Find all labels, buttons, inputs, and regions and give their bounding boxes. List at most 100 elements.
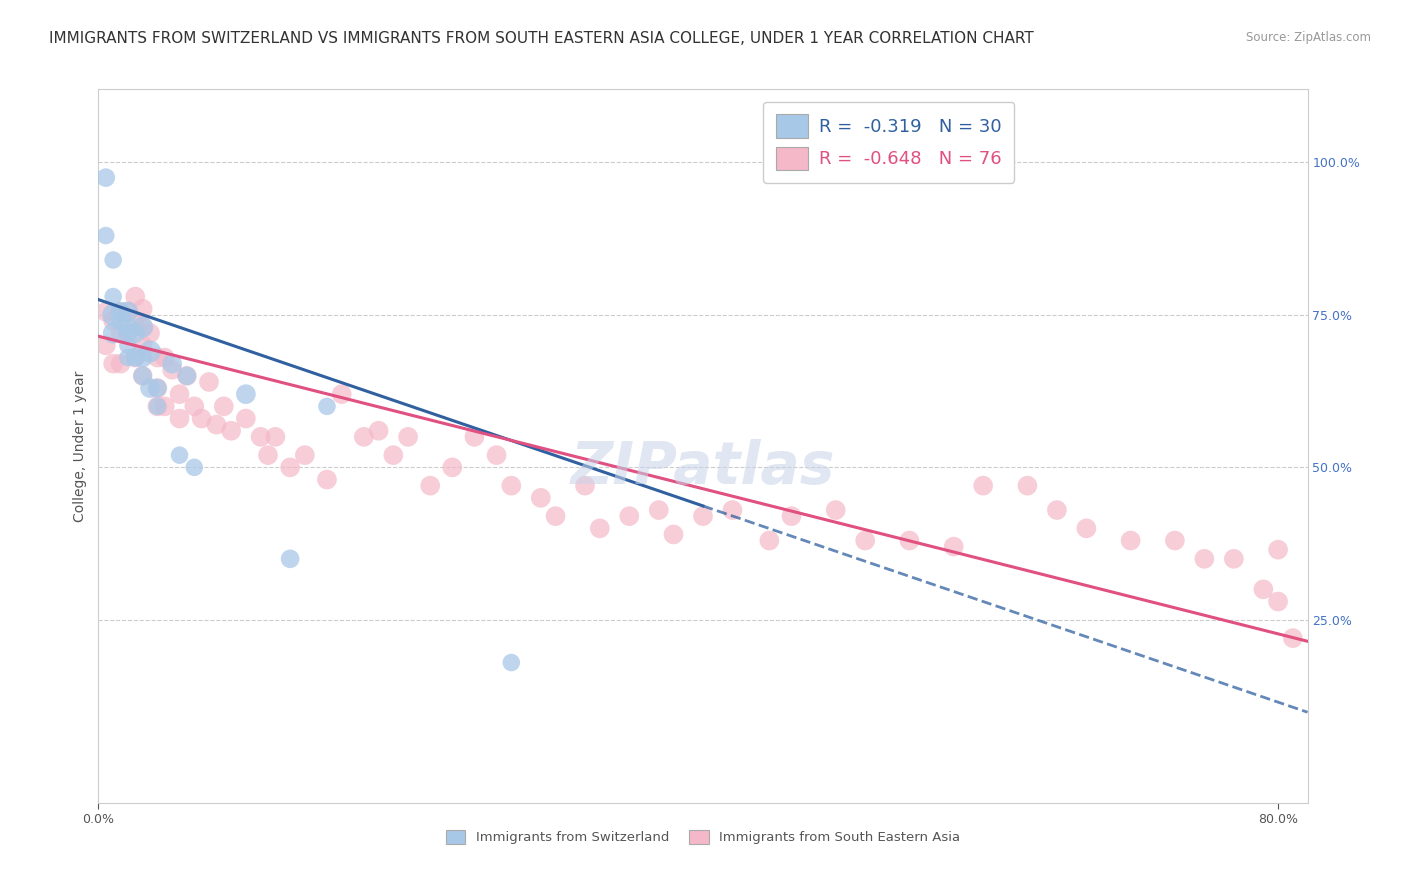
Point (110, 326, 132, 341)
Point (205, 417, 228, 432)
Point (117, 305, 139, 319)
Point (972, 478, 994, 492)
Point (117, 326, 139, 341)
Point (1076, 521, 1098, 535)
Point (501, 478, 523, 492)
Point (1223, 551, 1246, 566)
Point (589, 521, 612, 535)
Point (131, 368, 153, 383)
Point (131, 301, 153, 316)
Point (662, 527, 685, 541)
Point (353, 430, 375, 444)
Point (278, 460, 301, 475)
Point (153, 351, 176, 365)
Point (124, 351, 146, 365)
Point (139, 344, 162, 359)
Point (648, 503, 671, 517)
Point (146, 400, 169, 414)
Point (117, 305, 139, 319)
Point (117, 351, 139, 365)
Point (330, 387, 353, 401)
Point (110, 305, 132, 319)
Point (278, 551, 301, 566)
Point (101, 308, 124, 322)
Point (117, 320, 139, 334)
Point (146, 351, 169, 365)
Point (501, 656, 523, 670)
Point (198, 375, 221, 389)
Point (1267, 542, 1289, 557)
Point (316, 473, 339, 487)
Point (367, 424, 389, 438)
Y-axis label: College, Under 1 year: College, Under 1 year (73, 370, 87, 522)
Point (396, 430, 419, 444)
Point (853, 533, 876, 548)
Point (183, 460, 205, 475)
Point (139, 381, 162, 395)
Point (131, 338, 153, 352)
Point (758, 533, 780, 548)
Point (1164, 533, 1187, 548)
Point (824, 503, 846, 517)
Point (721, 503, 744, 517)
Point (1282, 631, 1305, 645)
Point (139, 326, 162, 341)
Point (176, 368, 198, 383)
Point (101, 357, 124, 371)
Text: Source: ZipAtlas.com: Source: ZipAtlas.com (1246, 31, 1371, 45)
Point (153, 400, 176, 414)
Point (94, 170, 117, 185)
Point (1194, 551, 1216, 566)
Point (101, 314, 124, 328)
Point (124, 351, 146, 365)
Point (441, 460, 464, 475)
Point (942, 540, 965, 554)
Point (1046, 503, 1069, 517)
Point (131, 320, 153, 334)
Point (544, 509, 567, 524)
Point (419, 478, 441, 492)
Point (780, 509, 803, 524)
Point (101, 289, 124, 303)
Point (117, 338, 139, 352)
Point (530, 491, 553, 505)
Point (898, 533, 921, 548)
Point (1253, 582, 1275, 597)
Point (131, 351, 153, 365)
Point (212, 400, 235, 414)
Point (160, 363, 183, 377)
Point (574, 478, 596, 492)
Point (146, 381, 169, 395)
Point (294, 448, 316, 462)
Point (219, 424, 242, 438)
Point (101, 326, 124, 341)
Point (94, 228, 117, 243)
Point (169, 411, 191, 425)
Legend: Immigrants from Switzerland, Immigrants from South Eastern Asia: Immigrants from Switzerland, Immigrants … (440, 825, 966, 850)
Point (316, 400, 339, 414)
Point (101, 252, 124, 267)
Text: ZIPatlas: ZIPatlas (571, 439, 835, 496)
Point (110, 357, 132, 371)
Point (131, 320, 153, 334)
Point (463, 430, 485, 444)
Point (124, 289, 146, 303)
Point (692, 509, 714, 524)
Point (117, 326, 139, 341)
Point (382, 448, 405, 462)
Point (235, 411, 257, 425)
Point (124, 326, 146, 341)
Point (110, 314, 132, 328)
Point (1017, 478, 1039, 492)
Point (257, 448, 280, 462)
Point (485, 448, 508, 462)
Point (94, 338, 117, 352)
Point (131, 368, 153, 383)
Point (94, 305, 117, 319)
Point (249, 430, 271, 444)
Point (1119, 533, 1142, 548)
Point (160, 357, 183, 371)
Point (235, 387, 257, 401)
Point (124, 314, 146, 328)
Point (169, 387, 191, 401)
